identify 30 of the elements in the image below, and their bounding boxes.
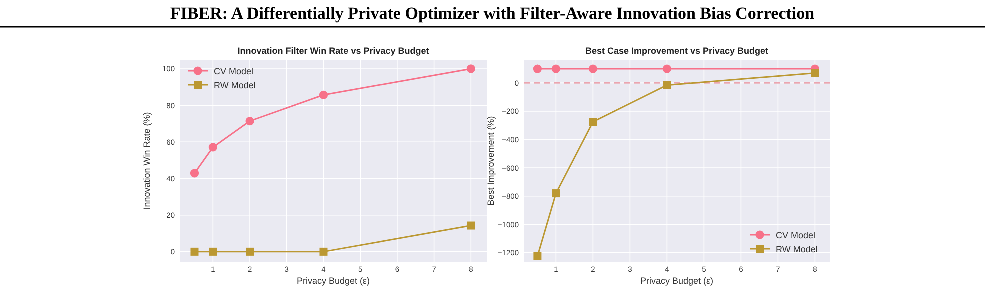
legend-label: RW Model: [776, 244, 818, 254]
legend-label: CV Model: [214, 66, 254, 76]
point: [246, 116, 254, 126]
point: [208, 143, 218, 152]
legend-label: RW Model: [214, 80, 256, 90]
point: [246, 248, 254, 256]
legend-label: CV Model: [776, 230, 816, 240]
y-axis-title: Best Improvement (%): [486, 116, 496, 206]
point: [190, 169, 200, 178]
point: [589, 118, 598, 126]
x-axis-title: Privacy Budget (ε): [640, 276, 714, 286]
point: [534, 252, 542, 260]
text: FIBER: A Differentially Private Optimizer with Filter-Aware Innovation Bias Correction: [170, 4, 816, 23]
point: [319, 90, 328, 100]
point: [533, 64, 542, 74]
point: [320, 248, 328, 256]
point: [662, 64, 672, 74]
point: [663, 81, 672, 90]
chart-title: Innovation Filter Win Rate vs Privacy Budget: [238, 46, 430, 56]
point: [811, 69, 820, 78]
point: [209, 248, 218, 256]
x-axis-title: Privacy Budget (ε): [296, 276, 370, 286]
point: [190, 248, 199, 256]
y-axis-title: Innovation Win Rate (%): [142, 112, 152, 210]
point: [466, 64, 476, 74]
chart-title: Best Case Improvement vs Privacy Budget: [585, 46, 769, 56]
point: [552, 64, 560, 74]
point: [552, 190, 560, 198]
point: [467, 222, 476, 230]
point: [588, 64, 598, 74]
